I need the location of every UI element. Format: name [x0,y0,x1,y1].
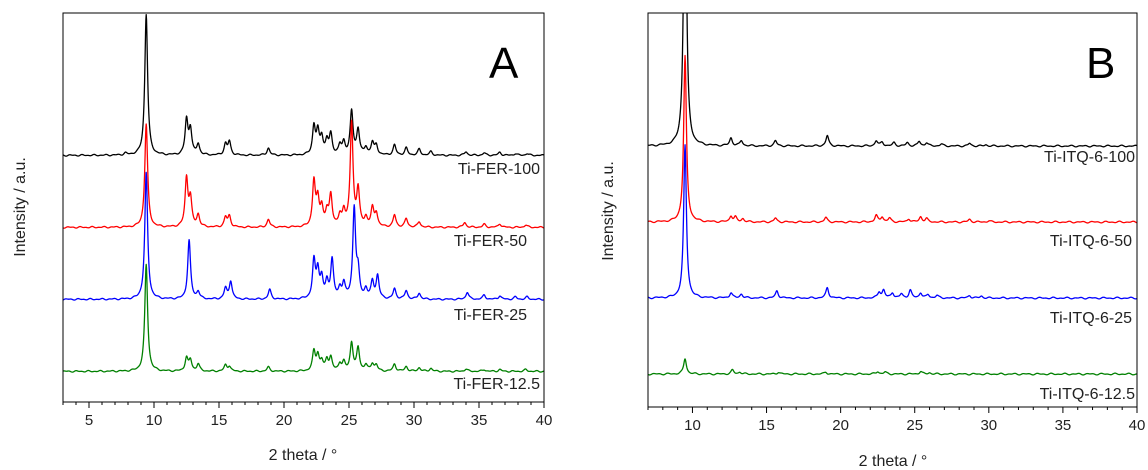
x-tick-label: 20 [832,417,849,434]
series-label-ti-fer-12-5: Ti-FER-12.5 [453,376,540,393]
panel-a-x-tick-labels: 5 10 15 20 25 30 35 40 [85,412,553,429]
panel-a-traces [63,14,544,373]
series-label-ti-itq-6-25: Ti-ITQ-6-25 [1050,310,1132,327]
series-label-ti-fer-100: Ti-FER-100 [458,161,540,178]
panel-b-frame [647,12,1138,408]
x-tick-label: 20 [276,412,293,429]
panel-a-letter: A [489,39,519,88]
trace-ti-fer-50 [63,119,544,229]
panel-a-frame [62,12,545,403]
x-tick-label: 15 [211,412,228,429]
trace-ti-fer-25 [63,171,544,301]
series-label-ti-fer-50: Ti-FER-50 [454,233,527,250]
x-tick-label: 15 [758,417,775,434]
panel-b-x-axis-title: 2 theta / ° [859,453,928,470]
series-label-ti-itq-6-100: Ti-ITQ-6-100 [1044,149,1135,166]
panel-b-x-ticks [647,407,1138,413]
x-tick-label: 40 [1129,417,1146,434]
x-tick-label: 5 [85,412,93,429]
x-tick-label: 10 [684,417,701,434]
x-tick-label: 35 [471,412,488,429]
trace-ti-itq-6-100 [648,13,1137,148]
panel-a-x-ticks [62,402,545,408]
series-label-ti-itq-6-12-5: Ti-ITQ-6-12.5 [1040,386,1136,403]
trace-ti-itq-6-25 [648,144,1137,300]
trace-ti-fer-12-5 [63,263,544,373]
panel-b-y-axis-title: Intensity / a.u. [600,161,617,261]
x-tick-label: 30 [406,412,423,429]
x-tick-label: 10 [146,412,163,429]
panel-b-series-labels: Ti-ITQ-6-100 Ti-ITQ-6-50 Ti-ITQ-6-25 Ti-… [1040,149,1136,403]
panel-b-x-tick-labels: 10 15 20 25 30 35 40 [684,417,1145,434]
trace-ti-itq-6-12-5 [648,358,1137,376]
panel-a-y-axis-title: Intensity / a.u. [12,157,29,257]
x-tick-label: 40 [536,412,553,429]
panel-b: 10 15 20 25 30 35 40 B 2 theta / ° Intensity /… [600,12,1145,470]
x-tick-label: 30 [980,417,997,434]
trace-ti-itq-6-50 [648,54,1137,224]
panel-a-series-labels: Ti-FER-100 Ti-FER-50 Ti-FER-25 Ti-FER-12… [453,161,540,393]
x-tick-label: 35 [1055,417,1072,434]
series-label-ti-fer-25: Ti-FER-25 [454,307,527,324]
x-tick-label: 25 [341,412,358,429]
panel-b-letter: B [1086,39,1115,88]
x-tick-label: 25 [906,417,923,434]
panel-a: 5 10 15 20 25 30 35 40 A 2 theta / ° Intensity … [12,12,553,464]
trace-ti-fer-100 [63,14,544,157]
panel-a-x-axis-title: 2 theta / ° [269,447,338,464]
series-label-ti-itq-6-50: Ti-ITQ-6-50 [1050,233,1132,250]
panel-b-traces [648,13,1137,376]
